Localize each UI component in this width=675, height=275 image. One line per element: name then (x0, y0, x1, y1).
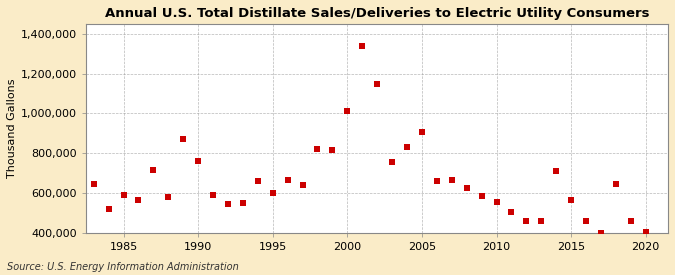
Point (476, 194, 487, 198)
Point (536, 218, 547, 223)
Point (372, 81, 383, 86)
Point (223, 202, 234, 206)
Point (431, 179, 442, 183)
Point (491, 200, 502, 204)
Point (387, 160, 398, 164)
Point (133, 197, 144, 202)
Point (327, 148, 338, 152)
Point (610, 182, 621, 186)
Point (312, 147, 323, 151)
Point (163, 194, 173, 199)
Point (297, 183, 308, 187)
Point (252, 179, 263, 183)
Point (208, 192, 219, 197)
Title: Annual U.S. Total Distillate Sales/Deliveries to Electric Utility Consumers: Annual U.S. Total Distillate Sales/Deliv… (105, 7, 649, 20)
Point (416, 130, 427, 134)
Point (342, 109, 353, 114)
Point (641, 229, 651, 234)
Point (580, 218, 591, 223)
Point (238, 200, 248, 205)
Point (148, 168, 159, 172)
Point (521, 218, 532, 223)
Point (551, 169, 562, 173)
Point (103, 207, 114, 211)
Point (402, 145, 412, 149)
Point (595, 230, 606, 235)
Point (446, 178, 457, 182)
Point (193, 159, 204, 163)
Point (88, 182, 99, 186)
Point (506, 210, 517, 214)
Point (178, 137, 188, 141)
Point (625, 218, 636, 223)
Point (461, 186, 472, 190)
Point (267, 191, 278, 195)
Point (357, 43, 368, 48)
Y-axis label: Thousand Gallons: Thousand Gallons (7, 78, 17, 178)
Text: Source: U.S. Energy Information Administration: Source: U.S. Energy Information Administ… (7, 262, 238, 272)
Point (118, 192, 129, 197)
Point (566, 197, 576, 202)
Point (282, 178, 293, 182)
